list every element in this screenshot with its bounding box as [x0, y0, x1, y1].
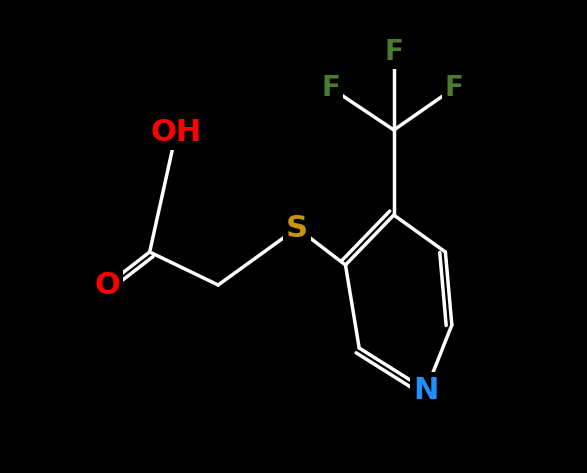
Text: F: F — [445, 74, 464, 102]
Text: N: N — [413, 376, 438, 404]
Text: O: O — [94, 271, 120, 299]
Text: S: S — [286, 213, 308, 243]
Text: OH: OH — [151, 117, 202, 147]
Text: F: F — [384, 38, 403, 66]
Text: F: F — [322, 74, 340, 102]
